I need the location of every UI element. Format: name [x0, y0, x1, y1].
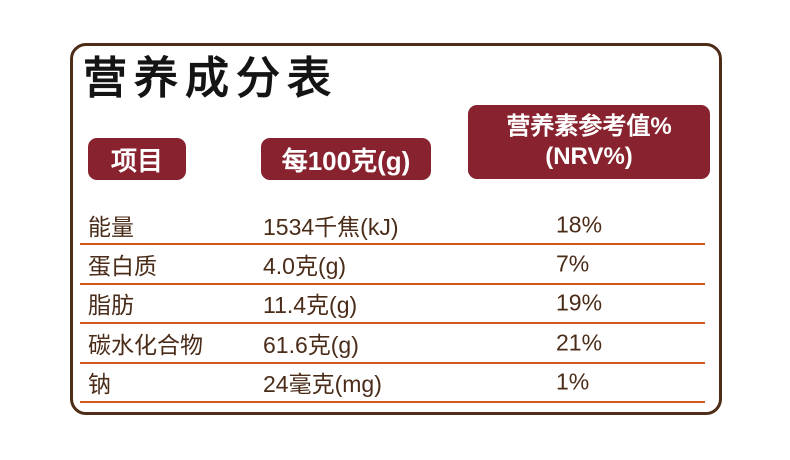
table-row-energy: 能量 1534千焦(kJ) 18% — [80, 206, 705, 246]
table-row-sodium: 钠 24毫克(mg) 1% — [80, 364, 705, 403]
header-per100g-label: 每100克(g) — [281, 145, 411, 176]
row-nrv: 7% — [556, 250, 590, 277]
table-row-carbohydrate: 碳水化合物 61.6克(g) 21% — [80, 324, 705, 364]
nutrition-table: 能量 1534千焦(kJ) 18% 蛋白质 4.0克(g) 7% 脂肪 11.4… — [80, 206, 705, 403]
row-label: 能量 — [88, 213, 134, 240]
header-nrv-label-line2: (NRV%) — [545, 143, 633, 170]
header-badge-per-100g: 每100克(g) — [261, 138, 431, 180]
row-label: 钠 — [88, 371, 111, 398]
row-nrv: 19% — [556, 289, 603, 316]
row-nrv: 21% — [556, 329, 603, 356]
nutrition-facts-title: 营养成分表 — [83, 54, 338, 103]
row-label: 蛋白质 — [88, 253, 157, 280]
nutrition-facts-card: 营养成分表 项目 每100克(g) 营养素参考值% (NRV%) 能量 1534… — [70, 43, 722, 415]
row-value: 1534千焦(kJ) — [263, 213, 399, 240]
table-row-protein: 蛋白质 4.0克(g) 7% — [80, 245, 705, 285]
row-label: 脂肪 — [88, 292, 134, 319]
header-badge-item: 项目 — [88, 138, 186, 180]
table-row-fat: 脂肪 11.4克(g) 19% — [80, 285, 705, 325]
row-value: 24毫克(mg) — [263, 371, 382, 398]
row-label: 碳水化合物 — [88, 331, 203, 358]
row-nrv: 1% — [556, 368, 590, 395]
header-item-label: 项目 — [110, 145, 163, 176]
row-value: 61.6克(g) — [263, 331, 359, 358]
row-nrv: 18% — [556, 211, 603, 238]
header-badge-nrv: 营养素参考值% (NRV%) — [468, 105, 710, 179]
row-value: 4.0克(g) — [263, 253, 347, 280]
row-value: 11.4克(g) — [263, 292, 358, 319]
header-nrv-label-line1: 营养素参考值% — [506, 113, 672, 140]
